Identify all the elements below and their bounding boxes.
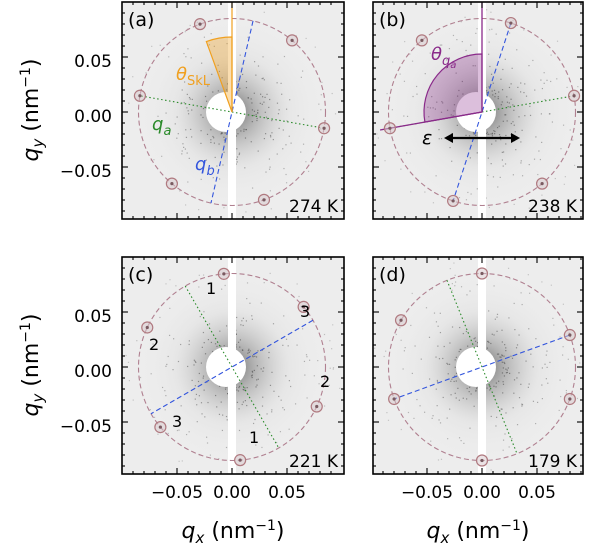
temperature-label: 221 K xyxy=(289,452,339,472)
theta-skl-label: θSkL xyxy=(176,64,211,89)
svg-text:qx (nm−1): qx (nm−1) xyxy=(426,518,529,546)
bragg-spot-center xyxy=(170,182,174,186)
xtick-right-005: 0.05 xyxy=(518,483,556,503)
bragg-spot-center xyxy=(480,458,484,463)
x-axis-label-right: qx (nm−1) xyxy=(426,518,529,546)
q-a-label: qa xyxy=(152,114,171,139)
spot-number-label: 1 xyxy=(249,428,259,447)
q-b-line xyxy=(452,22,512,202)
spot-number-label: 3 xyxy=(172,412,182,431)
bragg-spot-center xyxy=(222,272,226,276)
ytick-bottom-005: 0.05 xyxy=(74,307,112,327)
bragg-spot-center xyxy=(315,404,319,409)
bragg-spot-center xyxy=(138,94,142,98)
panel-letter: (a) xyxy=(128,9,154,31)
svg-text:qy (nm−1): qy (nm−1) xyxy=(18,58,47,161)
beamstop-disk xyxy=(456,347,496,387)
bragg-spot-center xyxy=(568,333,572,337)
ytick-top-000: 0.00 xyxy=(74,107,112,127)
bragg-spot-center xyxy=(322,126,326,130)
bragg-spot-center xyxy=(399,318,403,322)
bragg-ring xyxy=(137,17,327,207)
q-b-label: qb xyxy=(195,154,215,179)
theta-qa-wedge xyxy=(423,53,483,123)
y-axis-label-bottom: qy (nm−1) xyxy=(18,313,47,416)
q-b-line xyxy=(150,319,314,415)
q-a-line xyxy=(184,285,280,449)
bragg-spot-center xyxy=(198,22,202,26)
beamstop-disk xyxy=(206,92,246,132)
strain-arrowhead-right xyxy=(511,133,520,143)
temperature-label: 274 K xyxy=(289,197,339,217)
q-b-line xyxy=(210,20,254,204)
panel-letter: (c) xyxy=(128,264,153,286)
bragg-spot-center xyxy=(509,21,513,25)
xtick-right-000: 0.00 xyxy=(463,483,501,503)
strain-arrowhead-left xyxy=(444,133,453,143)
spot-number-label: 2 xyxy=(320,372,330,391)
xtick-left-m005: −0.05 xyxy=(151,483,203,503)
panel-letter: (d) xyxy=(379,264,406,286)
bragg-spot-center xyxy=(480,271,484,276)
spot-number-label: 1 xyxy=(206,279,216,298)
bragg-spot-center xyxy=(540,182,544,186)
bragg-spot-center xyxy=(158,425,162,429)
xtick-right-m005: −0.05 xyxy=(401,483,453,503)
temperature-label: 238 K xyxy=(528,197,578,217)
ytick-bottom-000: 0.00 xyxy=(74,362,112,382)
ytick-top-m005: −0.05 xyxy=(60,162,112,182)
strain-label: ε xyxy=(422,127,432,149)
panel-c: (c) 221 K 1 3 2 2 3 1 xyxy=(121,256,345,475)
panel-letter: (b) xyxy=(379,9,406,31)
svg-text:qx (nm−1): qx (nm−1) xyxy=(181,518,284,546)
bragg-spot-center xyxy=(302,305,306,309)
y-axis-label-top: qy (nm−1) xyxy=(18,58,47,161)
bragg-spot-center xyxy=(262,198,266,202)
q-a-line xyxy=(446,280,518,454)
bragg-spot-center xyxy=(392,397,396,401)
panel-frame xyxy=(121,1,345,220)
panel-d: (d) 179 K xyxy=(372,256,584,475)
q-a-direction-line xyxy=(379,111,483,131)
bragg-ring xyxy=(387,17,577,207)
bragg-spot-center xyxy=(568,397,572,401)
xtick-left-005: 0.05 xyxy=(268,483,306,503)
xtick-left-000: 0.00 xyxy=(213,483,251,503)
beamstop-disk xyxy=(206,347,246,387)
panel-frame xyxy=(372,256,584,475)
theta-qa-label: θqa xyxy=(431,44,456,71)
ytick-top-005: 0.05 xyxy=(74,52,112,72)
bragg-spot-center xyxy=(145,325,149,330)
q-b-line xyxy=(393,334,571,400)
speckle-noise xyxy=(376,9,579,219)
panel-b: (b) 238 K θqa ε xyxy=(372,1,584,220)
temperature-label: 179 K xyxy=(528,452,578,472)
bragg-spot-center xyxy=(420,38,424,42)
bragg-spot-center xyxy=(290,38,294,42)
spot-number-label: 2 xyxy=(149,335,159,354)
bragg-spot-center xyxy=(451,199,455,203)
bragg-spot-center xyxy=(388,126,392,130)
bragg-spot-center xyxy=(238,458,242,462)
x-axis-label-left: qx (nm−1) xyxy=(181,518,284,546)
beamstop-disk xyxy=(456,92,496,132)
spot-number-label: 3 xyxy=(300,302,310,321)
ytick-bottom-m005: −0.05 xyxy=(60,417,112,437)
bragg-ring xyxy=(137,272,327,462)
panel-frame xyxy=(121,256,345,475)
bragg-spot-center xyxy=(572,94,576,98)
svg-text:qy (nm−1): qy (nm−1) xyxy=(18,313,47,416)
panel-frame xyxy=(372,1,584,220)
